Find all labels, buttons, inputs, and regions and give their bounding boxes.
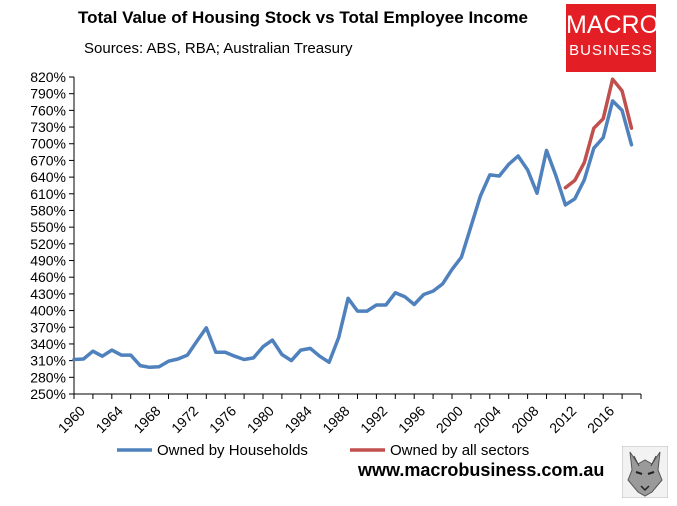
x-axis-ticks: 1960 1964 1968 1972 1976 1980 1984 1988 1992 1996… [55, 394, 642, 436]
y-tick-label: 460% [30, 269, 66, 285]
chart-legend: Owned by Households Owned by all sectors [117, 442, 529, 459]
series-line-all-sectors [563, 77, 634, 190]
logo-line-1: MACRO [566, 11, 660, 39]
wolf-logo-icon [622, 446, 668, 498]
chart-title: Total Value of Housing Stock vs Total Em… [78, 8, 528, 27]
y-tick-label: 550% [30, 219, 66, 235]
x-tick-label: 1984 [281, 403, 314, 436]
x-tick-label: 1964 [92, 403, 125, 436]
y-tick-label: 580% [30, 202, 66, 218]
y-tick-label: 610% [30, 186, 66, 202]
x-tick-label: 1980 [244, 403, 277, 436]
y-tick-label: 250% [30, 386, 66, 402]
x-tick-label: 2000 [433, 403, 466, 436]
chart-subtitle: Sources: ABS, RBA; Australian Treasury [84, 40, 353, 57]
x-tick-label: 1996 [395, 403, 428, 436]
x-tick-label: 1972 [168, 403, 201, 436]
y-tick-label: 520% [30, 236, 66, 252]
legend-label-all-sectors: Owned by all sectors [390, 442, 529, 459]
chart-series [72, 77, 634, 370]
y-tick-label: 640% [30, 169, 66, 185]
y-tick-label: 820% [30, 69, 66, 85]
y-tick-label: 370% [30, 319, 66, 335]
x-tick-label: 2004 [470, 403, 503, 436]
macrobusiness-logo: MACRO BUSINESS [566, 4, 660, 72]
y-tick-label: 280% [30, 369, 66, 385]
x-tick-label: 1988 [319, 403, 352, 436]
x-tick-label: 2016 [584, 403, 617, 436]
legend-label-households: Owned by Households [157, 442, 308, 459]
y-tick-label: 730% [30, 119, 66, 135]
y-tick-label: 490% [30, 253, 66, 269]
y-tick-label: 670% [30, 152, 66, 168]
y-tick-label: 790% [30, 86, 66, 102]
y-tick-label: 400% [30, 303, 66, 319]
series-line-households [72, 99, 634, 370]
y-tick-label: 340% [30, 336, 66, 352]
y-tick-label: 760% [30, 102, 66, 118]
x-tick-label: 1976 [206, 403, 239, 436]
website-url: www.macrobusiness.com.au [358, 460, 605, 480]
x-tick-label: 2012 [546, 403, 579, 436]
x-tick-label: 1968 [130, 403, 163, 436]
y-tick-label: 310% [30, 353, 66, 369]
logo-line-2: BUSINESS [569, 42, 653, 59]
y-axis-ticks: 820%790%760%730%700%670%640%610%580%550%… [30, 69, 74, 402]
x-tick-label: 1960 [55, 403, 88, 436]
y-tick-label: 700% [30, 136, 66, 152]
chart-axes [73, 77, 641, 395]
x-tick-label: 2008 [508, 403, 541, 436]
x-tick-label: 1992 [357, 403, 390, 436]
y-tick-label: 430% [30, 286, 66, 302]
